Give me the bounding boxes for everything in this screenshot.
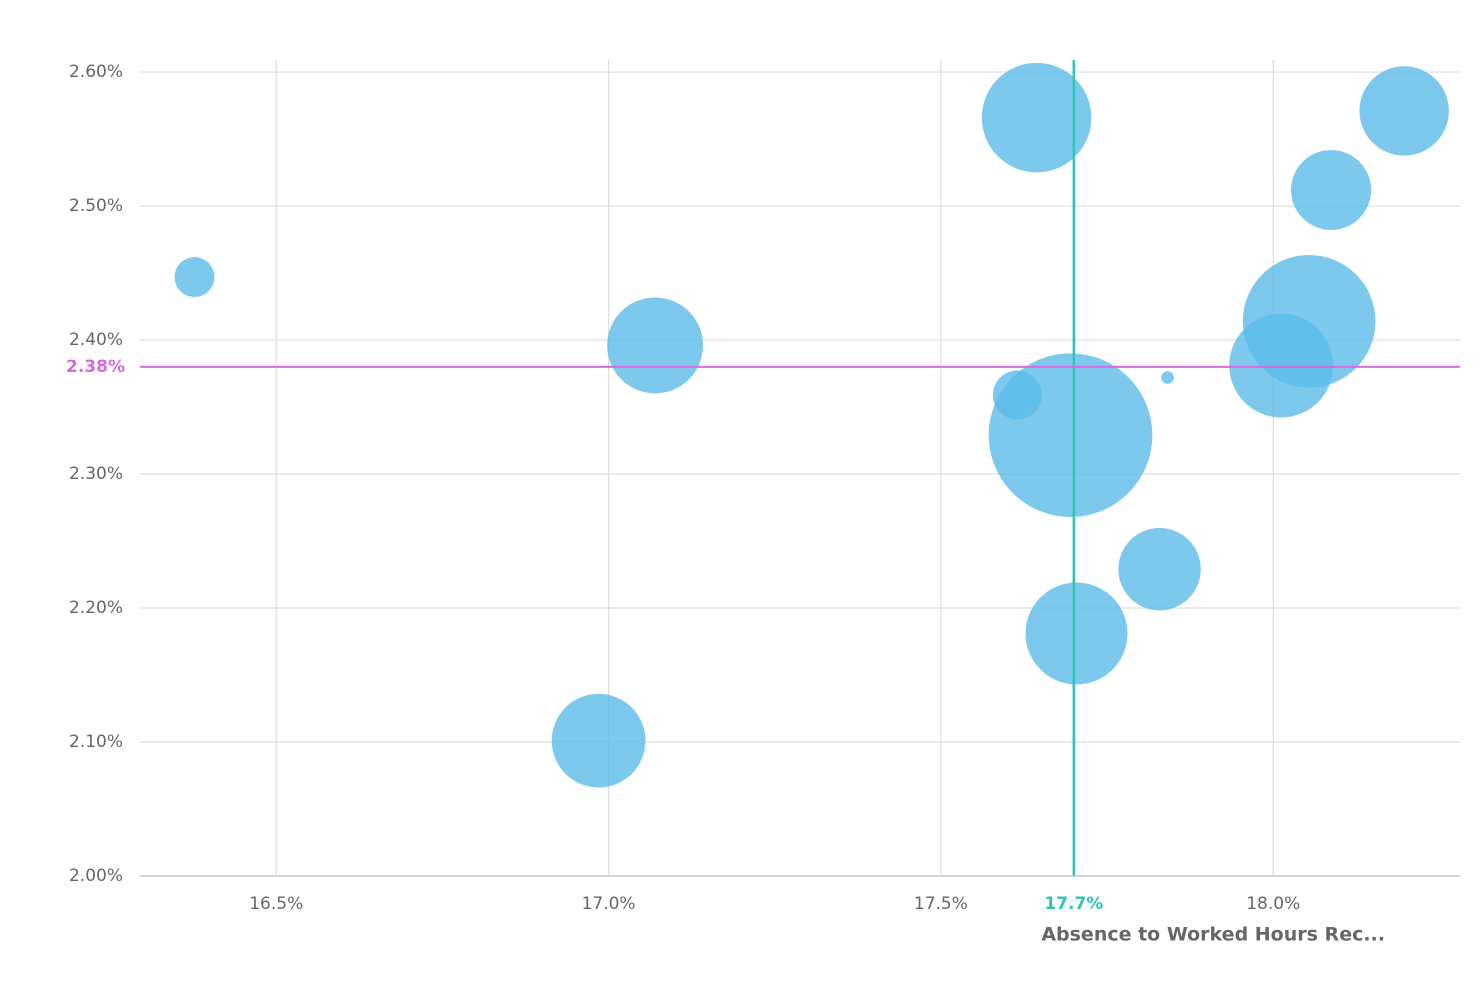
y-tick-label: 2.30% xyxy=(69,464,123,484)
bubble xyxy=(174,257,215,298)
y-tick-label: 2.00% xyxy=(69,866,123,886)
bubble xyxy=(1229,313,1334,418)
y-tick-label: 2.60% xyxy=(69,62,123,82)
x-tick-label: 17.0% xyxy=(582,894,636,914)
x-tick-label: 16.5% xyxy=(249,894,303,914)
bubble xyxy=(1118,527,1201,611)
bubble xyxy=(607,297,704,394)
bubble xyxy=(551,693,646,788)
bubble xyxy=(1291,149,1372,230)
x-tick-label: 17.5% xyxy=(914,894,968,914)
bubble xyxy=(988,353,1153,518)
reference-label: 2.38% xyxy=(66,357,125,377)
x-tick-label: 18.0% xyxy=(1246,894,1300,914)
y-tick-label: 2.10% xyxy=(69,732,123,752)
bubble xyxy=(1025,582,1128,685)
y-tick-label: 2.40% xyxy=(69,330,123,350)
bubble xyxy=(981,62,1092,173)
reference-label: 17.7% xyxy=(1044,894,1103,914)
bubble xyxy=(1359,66,1449,156)
x-axis-title: Absence to Worked Hours Rec... xyxy=(1041,924,1385,946)
y-tick-label: 2.50% xyxy=(69,196,123,216)
bubble xyxy=(1161,371,1174,384)
y-tick-label: 2.20% xyxy=(69,598,123,618)
